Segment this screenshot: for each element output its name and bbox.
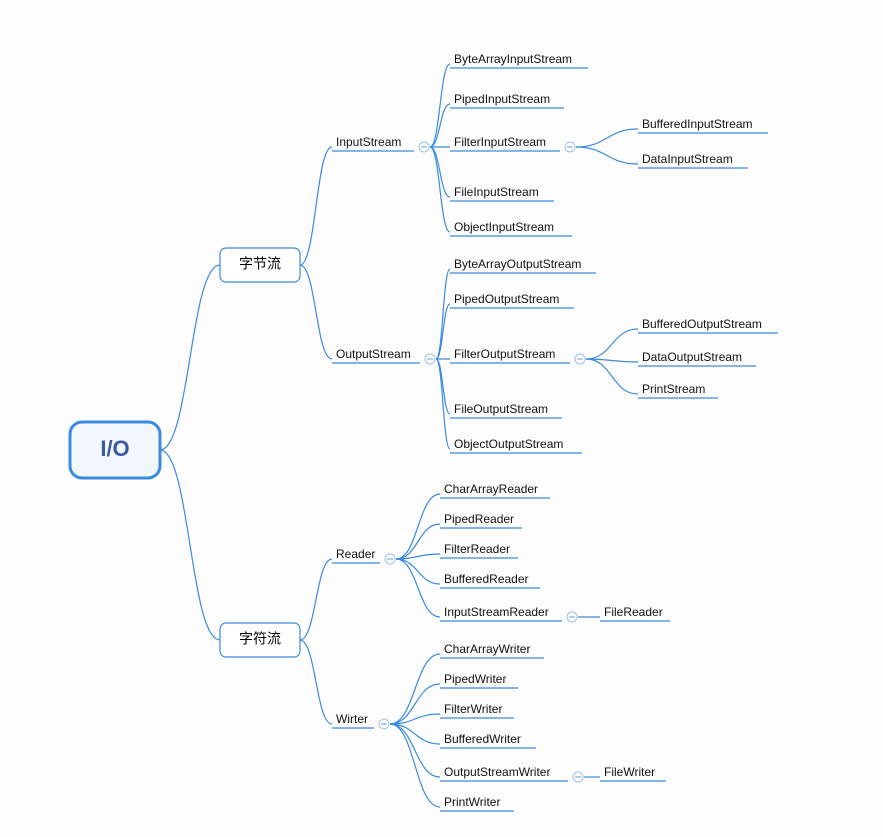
node-label: PrintStream: [642, 382, 705, 396]
node-label: Wirter: [336, 712, 368, 726]
node-label: DataOutputStream: [642, 350, 742, 364]
node-label: BufferedReader: [444, 572, 529, 586]
node-label: BufferedWriter: [444, 732, 521, 746]
node-label: ByteArrayInputStream: [454, 52, 572, 66]
node-label: InputStream: [336, 135, 401, 149]
category-label: 字节流: [239, 256, 281, 272]
node-label: PrintWriter: [444, 795, 500, 809]
node-label: FileWriter: [604, 765, 655, 779]
node-label: FilterReader: [444, 542, 510, 556]
node-label: FilterWriter: [444, 702, 502, 716]
node-label: PipedWriter: [444, 672, 506, 686]
node-label: CharArrayReader: [444, 482, 538, 496]
node-label: FilterOutputStream: [454, 347, 555, 361]
node-label: PipedReader: [444, 512, 514, 526]
node-label: OutputStreamWriter: [444, 765, 550, 779]
io-mindmap: I/O 字节流字符流 InputStream OutputStream Reader Wi…: [0, 0, 883, 837]
node-label: CharArrayWriter: [444, 642, 530, 656]
node-label: ByteArrayOutputStream: [454, 257, 581, 271]
node-label: FileInputStream: [454, 185, 539, 199]
node-label: ObjectInputStream: [454, 220, 554, 234]
root-label: I/O: [100, 436, 129, 461]
node-label: PipedInputStream: [454, 92, 550, 106]
node-label: OutputStream: [336, 347, 411, 361]
node-label: InputStreamReader: [444, 605, 549, 619]
node-label: FileReader: [604, 605, 663, 619]
node-label: PipedOutputStream: [454, 292, 559, 306]
node-label: Reader: [336, 547, 375, 561]
node-label: BufferedInputStream: [642, 117, 753, 131]
node-label: FileOutputStream: [454, 402, 548, 416]
node-label: DataInputStream: [642, 152, 733, 166]
category-label: 字符流: [239, 631, 281, 647]
node-label: BufferedOutputStream: [642, 317, 762, 331]
node-label: ObjectOutputStream: [454, 437, 563, 451]
node-label: FilterInputStream: [454, 135, 546, 149]
